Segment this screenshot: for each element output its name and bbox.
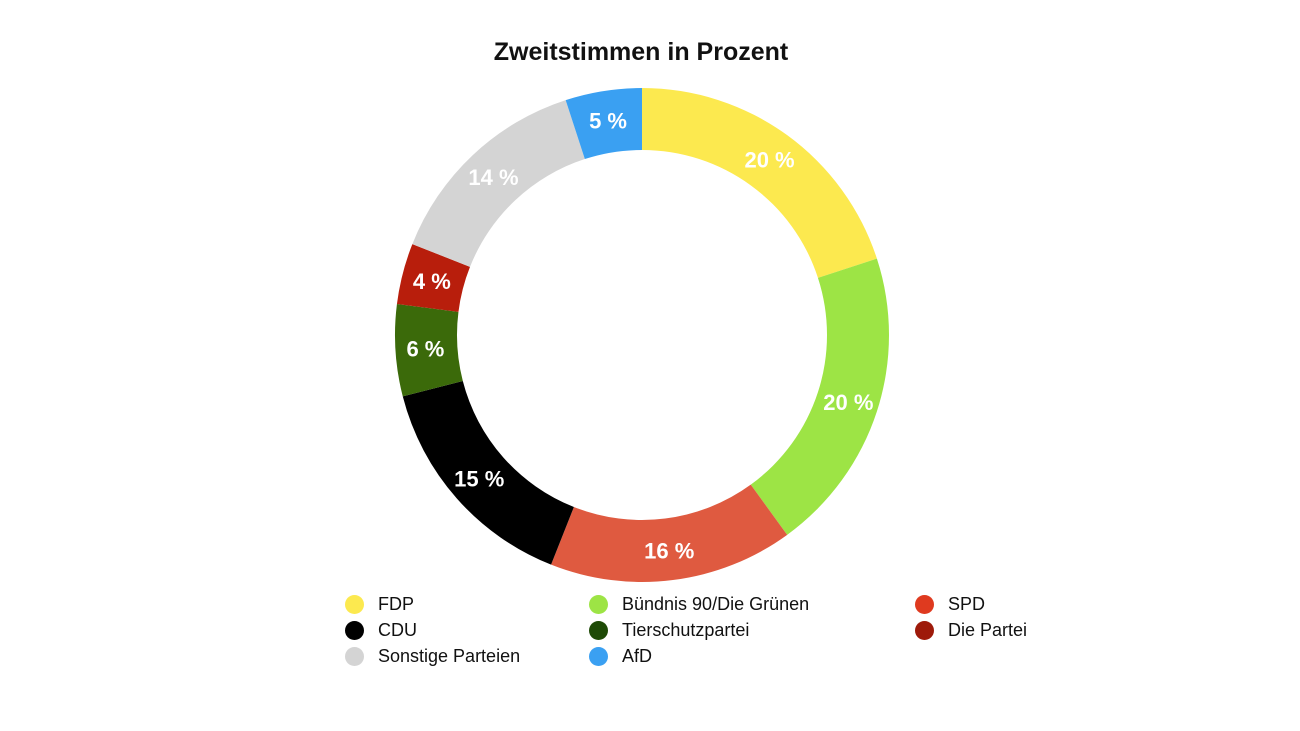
chart-title: Zweitstimmen in Prozent [493,38,789,66]
slice-sonstige-parteien[interactable] [412,100,585,267]
legend-item[interactable]: AfD [589,646,652,667]
legend-item[interactable]: Tierschutzpartei [589,620,749,641]
slice-b-ndnis-90-die-gr-nen[interactable] [750,258,890,535]
data-label: 6 % [406,337,444,362]
legend-marker-icon [345,621,364,640]
legend-label: Tierschutzpartei [622,620,750,640]
legend-item[interactable]: FDP [345,594,414,615]
slice-fdp[interactable] [642,88,877,278]
legend-item[interactable]: Die Partei [915,620,1027,641]
data-label: 14 % [468,165,518,190]
legend-marker-icon [589,595,608,614]
legend-marker-icon [345,595,364,614]
data-label: 5 % [589,109,627,134]
data-label: 4 % [413,269,451,294]
legend-marker-icon [589,647,608,666]
data-label: 20 % [744,147,794,172]
legend-marker-icon [915,595,934,614]
data-label: 20 % [823,390,873,415]
legend-marker-icon [345,647,364,666]
legend-item[interactable]: Sonstige Parteien [345,646,520,667]
slice-cdu[interactable] [402,381,574,565]
legend-item[interactable]: Bündnis 90/Die Grünen [589,594,809,615]
legend-label: SPD [948,594,986,614]
slice-die-partei[interactable] [396,244,470,312]
legend-label: Die Partei [948,620,1028,640]
slice-afd[interactable] [565,88,642,160]
legend-item[interactable]: SPD [915,594,985,615]
legend-label: Sonstige Parteien [378,646,521,666]
slice-tierschutzpartei[interactable] [395,304,463,397]
data-label: 16 % [644,538,694,563]
legend-marker-icon [915,621,934,640]
legend-label: AfD [622,646,653,666]
legend-marker-icon [589,621,608,640]
data-label: 15 % [454,467,504,492]
slice-spd[interactable] [551,484,788,583]
legend-item[interactable]: CDU [345,620,417,641]
legend-label: Bündnis 90/Die Grünen [622,594,810,614]
legend-label: CDU [378,620,417,640]
legend-label: FDP [378,594,414,614]
